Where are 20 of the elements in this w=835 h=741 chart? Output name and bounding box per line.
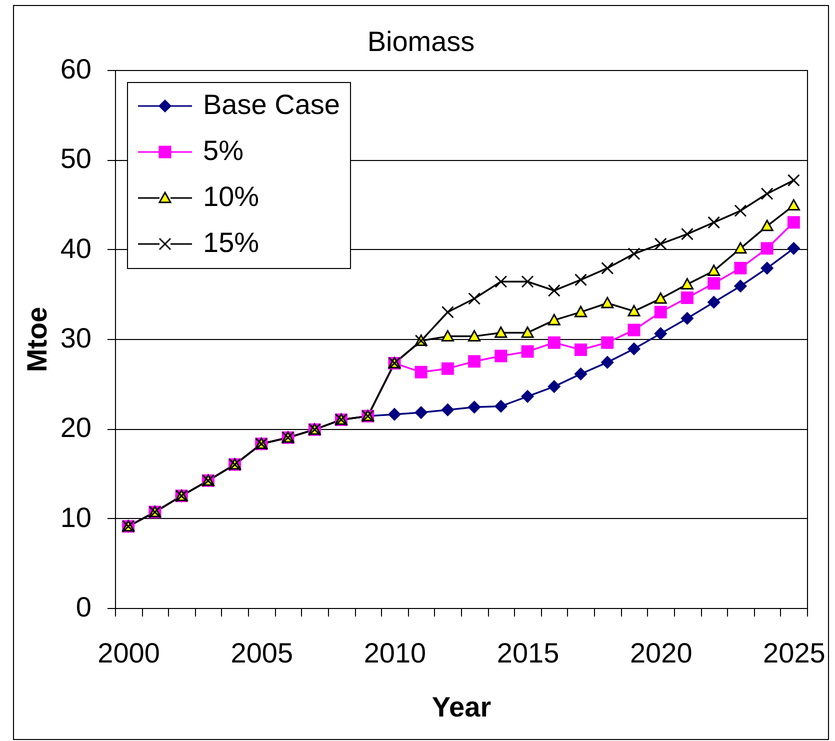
legend-label: 15%: [203, 227, 260, 258]
x-tick-label: 2010: [364, 638, 426, 668]
y-tick-label: 50: [60, 143, 92, 174]
y-tick-label: 0: [76, 592, 92, 622]
y-tick-label: 20: [60, 412, 92, 444]
x-tick-label: 2000: [98, 638, 160, 668]
x-tick-label: 2005: [230, 638, 294, 668]
legend-label: 10%: [203, 181, 260, 212]
y-tick-label: 60: [60, 54, 92, 84]
y-tick-label: 30: [60, 322, 92, 354]
x-tick-label: 2025: [763, 638, 826, 668]
y-tick-label: 40: [60, 232, 92, 264]
legend-label: Base Case: [203, 89, 340, 120]
y-tick-label: 10: [60, 502, 92, 533]
legend-label: 5%: [203, 135, 244, 166]
x-tick-label: 2020: [630, 638, 692, 668]
y-axis-title: Mtoe: [22, 306, 52, 372]
x-tick-label: 2015: [496, 638, 560, 668]
x-axis-title: Year: [432, 692, 492, 722]
chart-title: Biomass: [367, 26, 475, 57]
